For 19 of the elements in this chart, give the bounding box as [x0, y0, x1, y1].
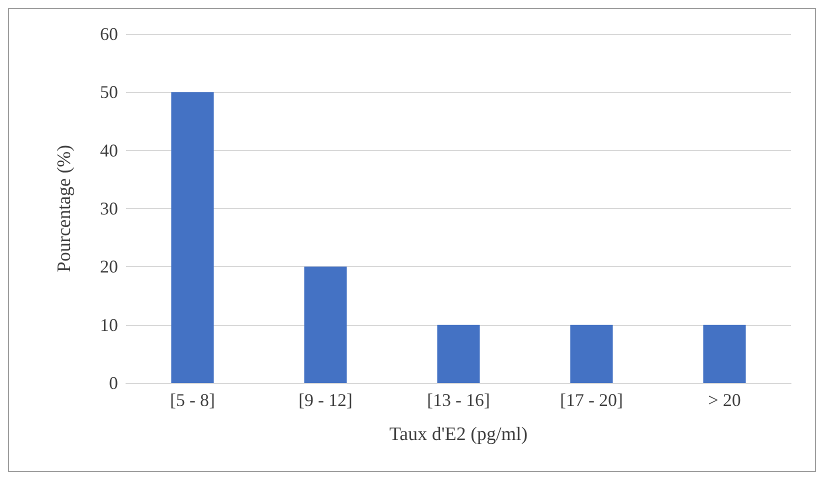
bar	[703, 324, 746, 383]
bar	[171, 92, 214, 383]
x-tick-label: [9 - 12]	[298, 390, 352, 410]
y-axis-title: Pourcentage (%)	[54, 144, 75, 272]
y-tick-label: 0	[109, 373, 118, 393]
x-tick-label: [17 - 20]	[560, 390, 623, 410]
y-tick-label: 30	[100, 198, 118, 218]
y-tick-label: 60	[100, 24, 118, 44]
x-tick-label: > 20	[708, 390, 741, 410]
y-tick-label: 40	[100, 140, 118, 160]
x-axis-title: Taux d'E2 (pg/ml)	[389, 424, 528, 445]
x-tick-label: [13 - 16]	[427, 390, 490, 410]
y-tick-label: 50	[100, 82, 118, 102]
y-tick-label: 10	[100, 314, 118, 335]
y-tick-label: 20	[100, 256, 118, 277]
bar	[437, 324, 480, 383]
x-tick-label: [5 - 8]	[170, 390, 215, 410]
bar	[570, 324, 613, 383]
bar	[304, 266, 347, 383]
